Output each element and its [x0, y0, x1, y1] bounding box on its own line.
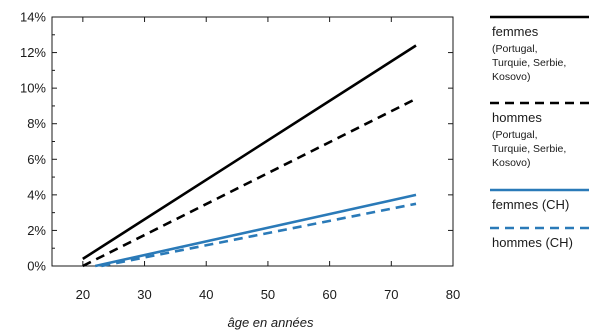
x-tick-label: 60 [322, 287, 336, 302]
x-tick-label: 20 [76, 287, 90, 302]
legend-label-3: femmes (CH) [492, 197, 569, 212]
y-tick-label: 2% [27, 223, 46, 238]
y-tick-label: 14% [20, 10, 46, 25]
x-axis-title: âge en années [227, 315, 314, 330]
legend: femmes (Portugal, Turquie, Serbie, Kosovo) h… [490, 15, 589, 250]
x-tick-label: 70 [384, 287, 398, 302]
x-tick-label: 80 [446, 287, 460, 302]
x-tick-label: 40 [199, 287, 213, 302]
legend-detail: Kosovo) [492, 157, 531, 169]
series-line-2 [82, 97, 417, 268]
legend-detail: Turquie, Serbie, [492, 57, 566, 69]
plot-frame [51, 16, 454, 267]
plot-area: 0% 2% 4% 6% 8% 10% 12% 14% 20 30 40 50 60 70 80 [20, 10, 460, 303]
legend-label-1: femmes [492, 24, 539, 39]
legend-detail: (Portugal, [492, 43, 538, 55]
series-line-3 [94, 193, 417, 268]
series-line-1 [82, 44, 417, 260]
legend-label-4: hommes (CH) [492, 235, 573, 250]
y-tick-label: 8% [27, 116, 46, 131]
legend-label-2: hommes [492, 110, 542, 125]
legend-detail: Turquie, Serbie, [492, 143, 566, 155]
x-axis: 20 30 40 50 60 70 80 [76, 17, 460, 302]
legend-detail: Kosovo) [492, 71, 531, 83]
y-axis: 0% 2% 4% 6% 8% 10% 12% 14% [20, 10, 453, 274]
y-tick-label: 0% [27, 259, 46, 274]
series-lines [82, 44, 417, 268]
legend-detail: (Portugal, [492, 129, 538, 141]
x-tick-label: 30 [137, 287, 151, 302]
series-line-4 [101, 202, 417, 268]
x-tick-label: 50 [261, 287, 275, 302]
y-tick-label: 6% [27, 152, 46, 167]
y-tick-label: 4% [27, 187, 46, 202]
y-tick-label: 12% [20, 45, 46, 60]
y-tick-label: 10% [20, 81, 46, 96]
